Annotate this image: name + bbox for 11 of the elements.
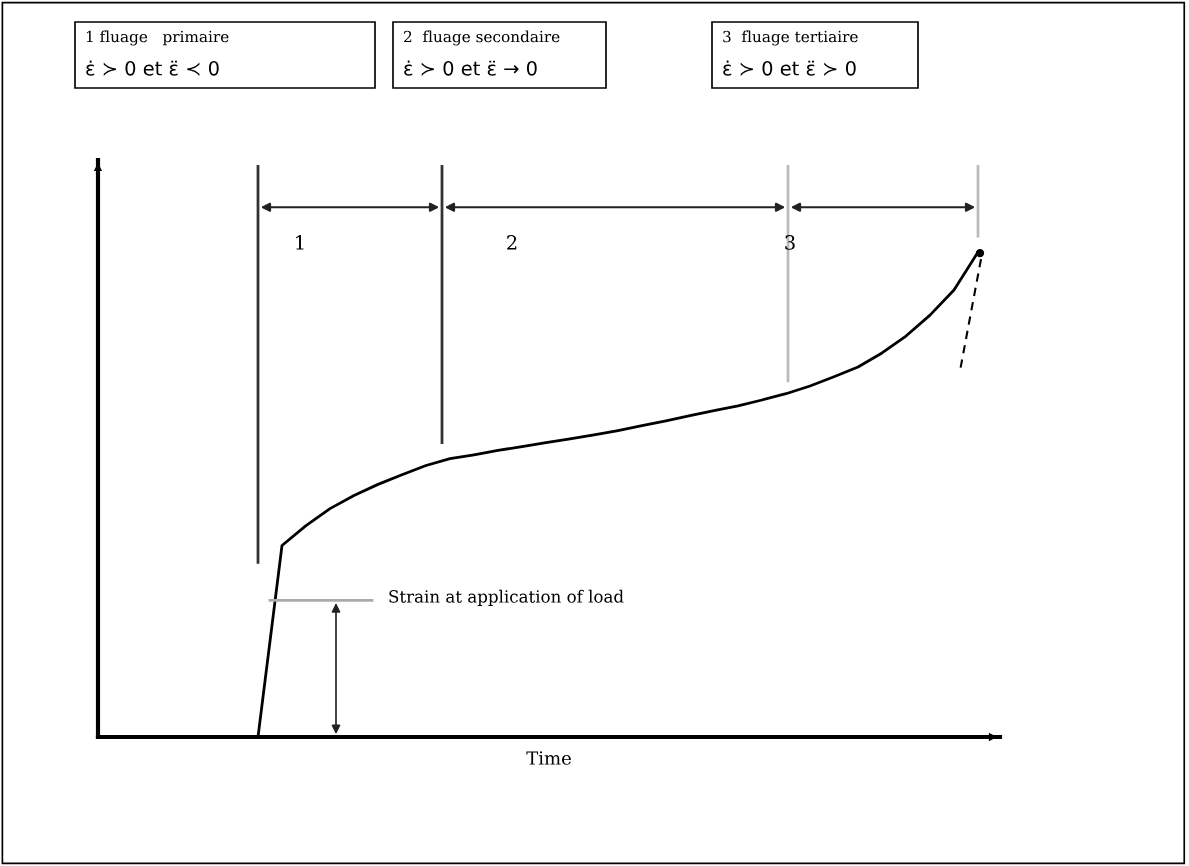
- text: 2: [507, 235, 517, 250]
- text: 1 fluage primaire: [86, 30, 229, 46]
- text: ε̇ ≻ 0 et ε̈ → 0: [404, 60, 537, 77]
- text: 3 fluage tertiaire: [723, 30, 858, 46]
- text: 2 fluage secondaire: [404, 30, 560, 46]
- text: 3: [785, 235, 795, 250]
- annotation: Strain at application of load: [389, 589, 624, 606]
- text: ε̇ ≻ 0 et ε̈ ≺ 0: [86, 60, 219, 77]
- text: 1: [296, 235, 304, 250]
- x-axis-title: Time: [526, 751, 571, 765]
- text: ε̇ ≻ 0 et ε̈ ≻ 0: [723, 60, 856, 77]
